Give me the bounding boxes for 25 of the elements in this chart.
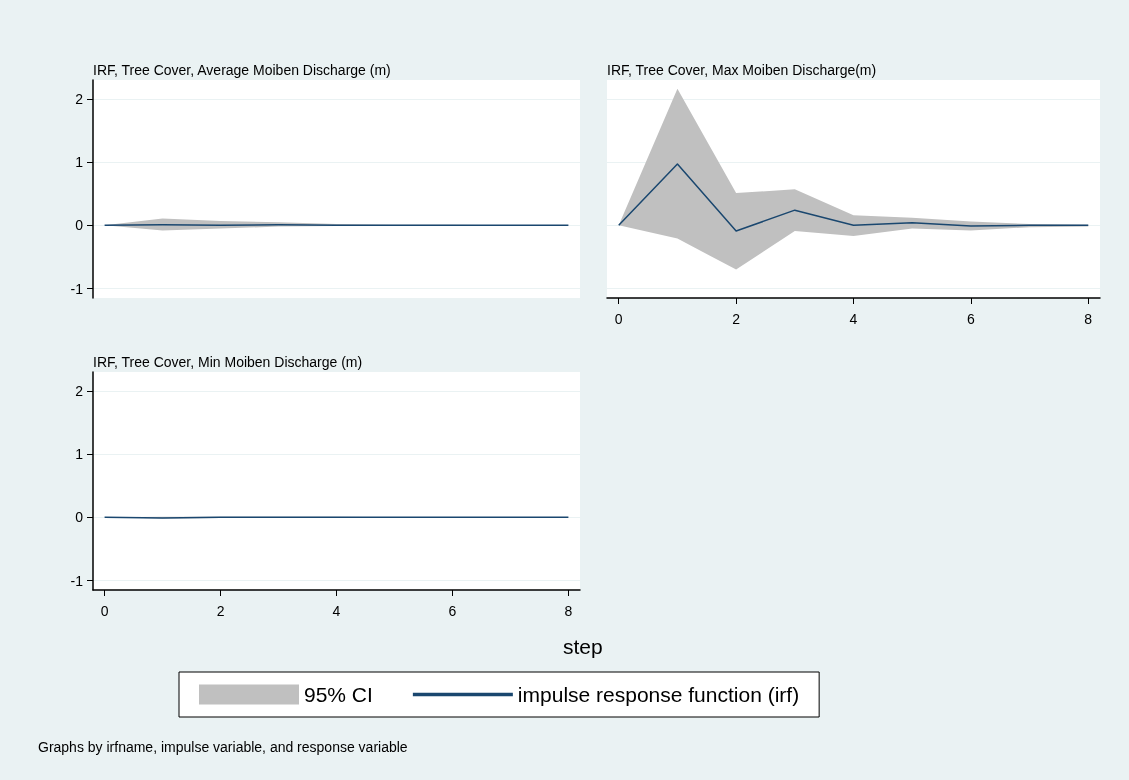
x-tick-label: 4	[332, 603, 341, 619]
x-tick-label: 6	[448, 603, 457, 619]
text: Graphs by irfname, impulse variable, and response variable	[38, 739, 408, 755]
y-tick-label: 1	[75, 446, 84, 463]
chart-title: IRF, Tree Cover, Max Moiben Discharge(m)	[607, 62, 877, 78]
x-axis-title: step	[563, 635, 603, 658]
x-tick-label: 2	[216, 603, 225, 619]
y-tick-label: -1	[70, 572, 84, 589]
x-tick-label: 6	[966, 311, 975, 327]
legend-label: impulse response function (irf)	[517, 683, 800, 706]
y-tick-label: 0	[75, 509, 84, 526]
y-tick-label: -1	[70, 280, 84, 297]
chart-title: IRF, Tree Cover, Average Moiben Discharge (m)	[93, 62, 391, 78]
y-tick-label: 0	[75, 217, 84, 234]
chart-title: IRF, Tree Cover, Min Moiben Discharge (m)	[93, 354, 363, 370]
x-tick-label: 2	[732, 311, 741, 327]
y-tick-label: 1	[75, 154, 84, 171]
x-tick-label: 4	[849, 311, 858, 327]
x-tick-label: 0	[100, 603, 109, 619]
y-tick-label: 2	[75, 382, 84, 399]
x-tick-label: 0	[614, 311, 623, 327]
x-tick-label: 8	[564, 603, 573, 619]
text: 95% CI	[304, 683, 373, 706]
x-tick-label: 8	[1084, 311, 1093, 327]
y-tick-label: 2	[75, 90, 84, 107]
